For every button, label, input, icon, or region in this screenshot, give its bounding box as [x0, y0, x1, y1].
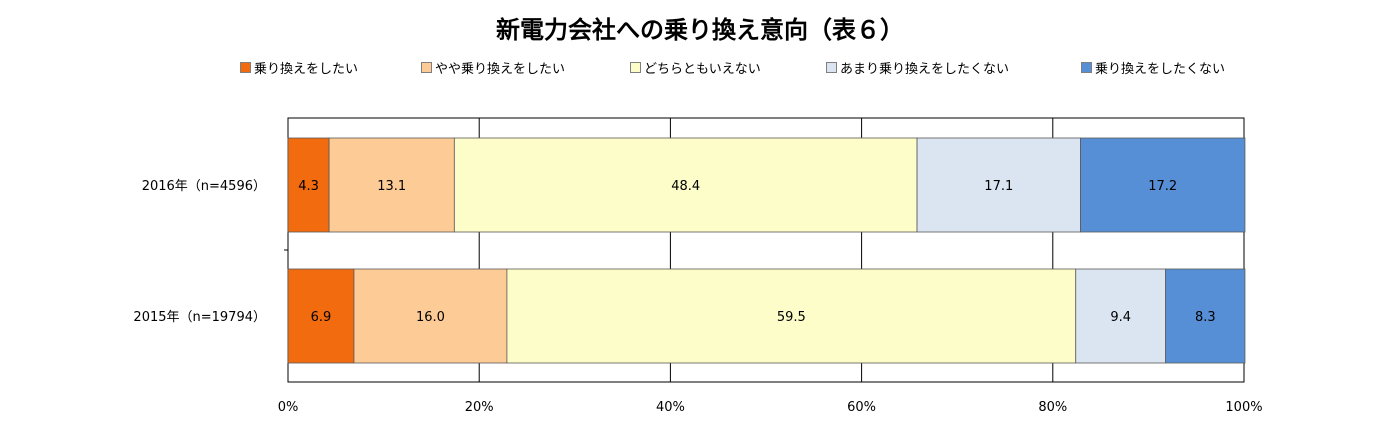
bar-segment [916, 137, 1081, 233]
category-label: 2015年（n=19794） [133, 310, 266, 325]
bar-segment [453, 137, 918, 233]
legend-swatch [1081, 61, 1092, 73]
bar-segment [1165, 268, 1246, 364]
bar-segment [287, 137, 330, 233]
data-label: 9.4 [1110, 310, 1131, 325]
data-label: 48.4 [671, 179, 700, 194]
chart-legend: 乗り換えをしたい やや乗り換えをしたい どちらともいえない あまり乗り換えをした… [0, 58, 1400, 77]
bar-segment [353, 268, 508, 364]
x-tick-label: 0% [278, 400, 299, 415]
bar-segment [506, 268, 1077, 364]
data-label: 17.1 [984, 179, 1013, 194]
legend-label: やや乗り換えをしたい [435, 61, 566, 77]
bar-segment [328, 137, 455, 233]
data-label: 6.9 [311, 310, 332, 325]
legend-label: 乗り換えをしたい [254, 61, 359, 77]
legend-item-not-really-want-to-switch: あまり乗り換えをしたくない [826, 58, 1010, 77]
data-label: 17.2 [1148, 179, 1177, 194]
chart-title: 新電力会社への乗り換え意向（表６） [496, 16, 904, 44]
x-tick-label: 40% [656, 400, 685, 415]
legend-swatch [826, 61, 837, 73]
legend-swatch [630, 61, 641, 73]
legend-swatch [421, 61, 432, 73]
data-label: 13.1 [377, 179, 406, 194]
x-tick-label: 20% [465, 400, 494, 415]
legend-item-somewhat-want-to-switch: やや乗り換えをしたい [421, 58, 566, 77]
legend-label: どちらともいえない [644, 61, 761, 77]
bar-segment [287, 268, 355, 364]
legend-item-do-not-want-to-switch: 乗り換えをしたくない [1081, 58, 1226, 77]
data-label: 8.3 [1195, 310, 1216, 325]
x-tick-label: 80% [1038, 400, 1067, 415]
data-label: 16.0 [416, 310, 445, 325]
legend-item-want-to-switch: 乗り換えをしたい [240, 58, 359, 77]
bar-segment [1080, 137, 1246, 233]
legend-label: 乗り換えをしたくない [1095, 61, 1226, 77]
data-label: 59.5 [777, 310, 806, 325]
x-tick-label: 60% [847, 400, 876, 415]
bar-segment [1075, 268, 1167, 364]
legend-item-neutral: どちらともいえない [630, 58, 761, 77]
category-label: 2016年（n=4596） [142, 179, 266, 194]
legend-label: あまり乗り換えをしたくない [840, 61, 1010, 77]
x-tick-label: 100% [1225, 400, 1262, 415]
legend-swatch [240, 61, 251, 73]
data-label: 4.3 [298, 179, 319, 194]
